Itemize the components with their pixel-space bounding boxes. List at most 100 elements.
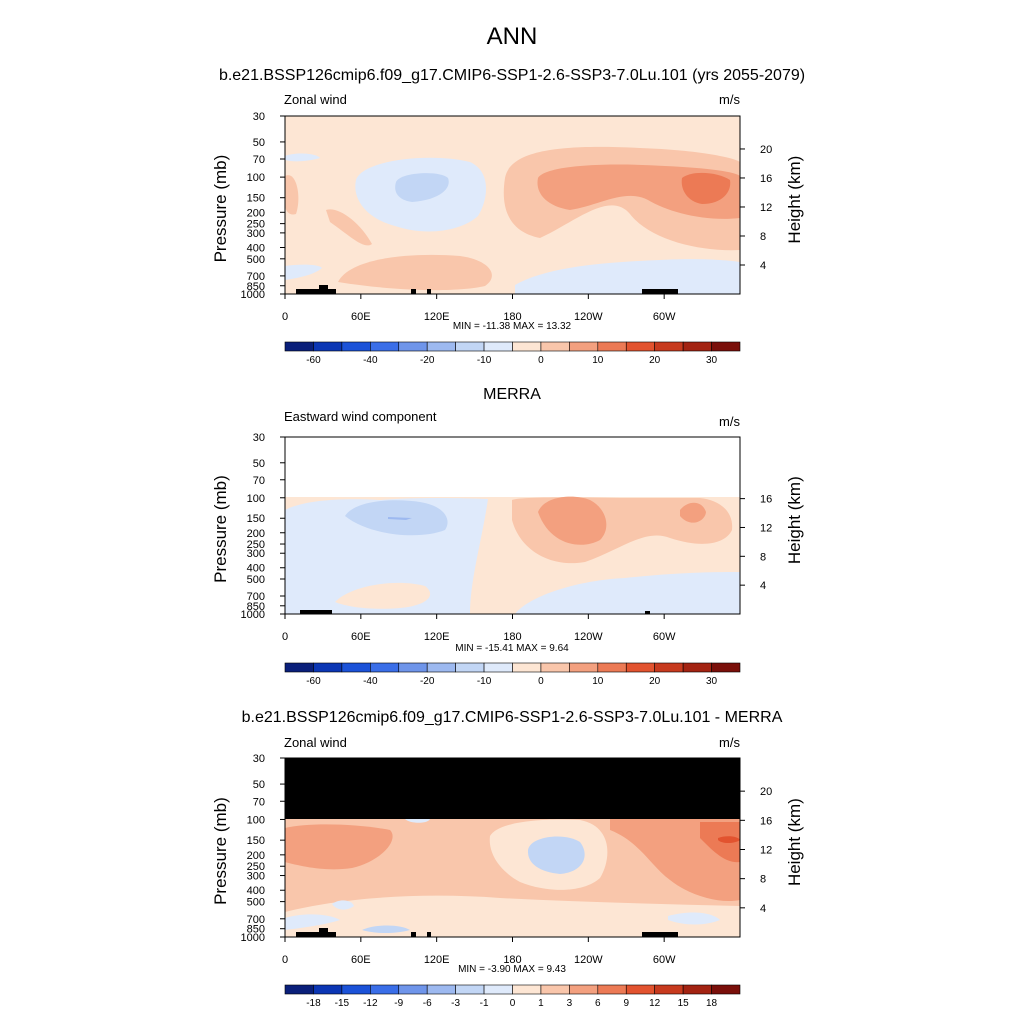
colorbar-box <box>569 341 599 352</box>
colorbar-box <box>455 984 485 995</box>
panel-obs-colorbar: -60 -40 -20 -10 0 10 20 30 <box>284 662 741 687</box>
colorbar-box <box>654 341 684 352</box>
colorbar-box <box>284 984 314 995</box>
colorbar-box <box>341 984 371 995</box>
colorbar-box <box>682 341 712 352</box>
panel-obs-title: MERRA <box>483 386 541 403</box>
height-tick-label: 8 <box>760 231 766 243</box>
colorbar-box <box>540 984 570 995</box>
height-tick-label: 20 <box>760 786 772 798</box>
pressure-tick-label: 150 <box>247 193 265 205</box>
low-level-orange <box>335 582 431 609</box>
pressure-tick-label: 250 <box>247 861 265 873</box>
colorbar-box <box>569 662 599 673</box>
pressure-tick-label: 30 <box>253 432 265 444</box>
height-tick-label: 12 <box>760 522 772 534</box>
colorbar-label: 3 <box>567 998 573 1009</box>
pressure-tick-label: 500 <box>247 574 265 586</box>
pressure-axis-title: Pressure (mb) <box>211 475 230 583</box>
colorbar-label: 0 <box>538 355 544 366</box>
longitude-tick-label: 120E <box>424 631 450 643</box>
colorbar-label: 0 <box>538 676 544 687</box>
colorbar-label: 20 <box>649 355 661 366</box>
colorbar-label: -20 <box>420 676 435 687</box>
colorbar-box <box>370 341 400 352</box>
longitude-tick-label: 60W <box>653 311 676 323</box>
pressure-tick-label: 200 <box>247 207 265 219</box>
longitude-tick-label: 0 <box>282 954 288 966</box>
pressure-tick-label: 400 <box>247 885 265 897</box>
colorbar-box <box>483 984 513 995</box>
panel-obs-units: m/s <box>719 414 740 429</box>
panel-diff-left-label: Zonal wind <box>284 735 347 750</box>
colorbar-label: 30 <box>706 676 718 687</box>
height-axis-title: Height (km) <box>785 476 804 564</box>
pressure-tick-label: 400 <box>247 242 265 254</box>
colorbar-label: -1 <box>480 998 489 1009</box>
pressure-tick-label: 850 <box>247 924 265 936</box>
pressure-tick-label: 50 <box>253 779 265 791</box>
upper-left-blue-patch <box>285 153 320 162</box>
height-tick-label: 8 <box>760 874 766 886</box>
westerly-jet-core <box>681 172 731 204</box>
pressure-tick-label: 300 <box>247 548 265 560</box>
colorbar-box <box>284 662 314 673</box>
pressure-tick-label: 500 <box>247 897 265 909</box>
pressure-tick-label: 30 <box>253 753 265 765</box>
main-title: ANN <box>487 23 538 50</box>
colorbar-box <box>426 341 456 352</box>
low-level-blue-left <box>285 264 322 280</box>
pressure-tick-label: 70 <box>253 154 265 166</box>
longitude-tick-label: 180 <box>503 631 521 643</box>
colorbar-box <box>711 984 741 995</box>
upper-left-orange-patch <box>285 175 299 215</box>
colorbar-label: -9 <box>394 998 403 1009</box>
pressure-tick-label: 70 <box>253 475 265 487</box>
pressure-tick-label: 1000 <box>241 289 265 301</box>
height-tick-label: 16 <box>760 815 772 827</box>
diff-band-6-9-right <box>700 822 740 863</box>
low-level-blue-right <box>515 259 740 294</box>
longitude-tick-label: 180 <box>503 311 521 323</box>
longitude-tick-label: 0 <box>282 631 288 643</box>
colorbar-box <box>625 984 655 995</box>
colorbar-label: 0 <box>510 998 516 1009</box>
colorbar-label: 10 <box>592 355 604 366</box>
colorbar-label: 15 <box>678 998 690 1009</box>
panel-model: b.e21.BSSP126cmip6.f09_g17.CMIP6-SSP1-2.… <box>211 67 805 323</box>
colorbar-label: -10 <box>477 676 492 687</box>
panel-diff: b.e21.BSSP126cmip6.f09_g17.CMIP6-SSP1-2.… <box>211 709 804 966</box>
pressure-tick-label: 150 <box>247 835 265 847</box>
pressure-tick-label: 500 <box>247 254 265 266</box>
panel-obs-left-label: Eastward wind component <box>284 409 437 424</box>
longitude-tick-label: 120W <box>574 954 603 966</box>
longitude-tick-label: 0 <box>282 311 288 323</box>
colorbar-box <box>711 662 741 673</box>
pressure-tick-label: 100 <box>247 172 265 184</box>
longitude-tick-label: 120W <box>574 631 603 643</box>
low-level-blue-right <box>515 572 740 614</box>
colorbar-box <box>483 662 513 673</box>
colorbar-box <box>654 984 684 995</box>
topography <box>296 285 678 294</box>
longitude-tick-label: 180 <box>503 954 521 966</box>
colorbar-label: -20 <box>420 355 435 366</box>
colorbar-box <box>597 984 627 995</box>
height-tick-label: 12 <box>760 202 772 214</box>
colorbar-box <box>540 662 570 673</box>
pressure-tick-label: 300 <box>247 871 265 883</box>
pressure-tick-label: 700 <box>247 591 265 603</box>
pressure-tick-label: 100 <box>247 814 265 826</box>
panel-diff-field <box>285 758 740 937</box>
colorbar-box <box>370 662 400 673</box>
height-tick-label: 16 <box>760 494 772 506</box>
pressure-axis-title: Pressure (mb) <box>211 797 230 905</box>
pressure-tick-label: 850 <box>247 601 265 613</box>
panel-model-left-label: Zonal wind <box>284 92 347 107</box>
pressure-tick-label: 30 <box>253 111 265 123</box>
panel-diff-colorbar: -18 -15 -12 -9 -6 -3 -1 0 1 3 6 9 12 15 18 <box>284 984 741 1009</box>
panel-diff-title: b.e21.BSSP126cmip6.f09_g17.CMIP6-SSP1-2.… <box>242 709 783 726</box>
colorbar-label: 30 <box>706 355 718 366</box>
colorbar-label: 9 <box>623 998 629 1009</box>
